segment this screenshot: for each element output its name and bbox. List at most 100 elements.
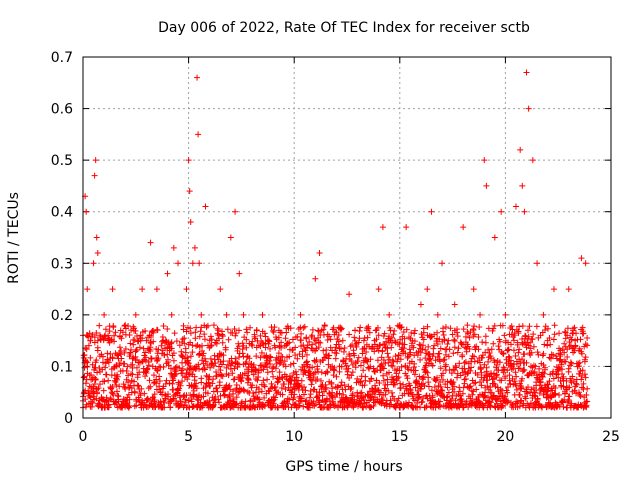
data-point [536, 390, 543, 397]
data-point [544, 337, 551, 344]
data-point [254, 377, 261, 384]
data-point [344, 368, 351, 375]
data-point [137, 332, 144, 339]
data-point [131, 325, 138, 332]
data-point [115, 396, 122, 403]
data-point [153, 366, 160, 373]
data-point [200, 393, 207, 400]
data-point [395, 352, 402, 359]
data-point [168, 339, 175, 346]
data-point [219, 332, 226, 339]
y-tick-label: 0 [64, 411, 73, 427]
data-point [327, 336, 334, 343]
data-point [342, 386, 349, 393]
data-point [460, 384, 467, 391]
data-point [149, 363, 156, 370]
data-point [517, 146, 524, 153]
data-point [303, 351, 310, 358]
data-point [515, 328, 522, 335]
data-point [125, 322, 132, 329]
data-point [273, 390, 280, 397]
data-point [440, 332, 447, 339]
data-point [573, 381, 580, 388]
data-point [570, 325, 577, 332]
data-point [92, 157, 99, 164]
data-point [454, 374, 461, 381]
data-point [490, 392, 497, 399]
data-point [201, 331, 208, 338]
data-point [351, 352, 358, 359]
data-point [519, 356, 526, 363]
data-point [303, 397, 310, 404]
data-point [375, 286, 382, 293]
data-point [202, 358, 209, 365]
data-point [461, 359, 468, 366]
data-point [279, 375, 286, 382]
data-point [105, 377, 112, 384]
data-point [434, 374, 441, 381]
data-point [385, 354, 392, 361]
data-point [187, 353, 194, 360]
data-point [584, 335, 591, 342]
data-point [419, 398, 426, 405]
data-point [253, 353, 260, 360]
data-point [467, 383, 474, 390]
data-point [526, 323, 533, 330]
data-point [402, 350, 409, 357]
data-point [386, 324, 393, 331]
data-point [397, 336, 404, 343]
data-point [488, 399, 495, 406]
data-point [455, 345, 462, 352]
data-point [516, 346, 523, 353]
data-point [355, 339, 362, 346]
data-point [321, 323, 328, 330]
data-point [417, 301, 424, 308]
data-point [310, 374, 317, 381]
data-point [406, 382, 413, 389]
data-point [261, 402, 268, 409]
data-point [244, 388, 251, 395]
data-point [315, 328, 322, 335]
data-point [542, 384, 549, 391]
data-point [501, 366, 508, 373]
data-point [550, 286, 557, 293]
data-point [397, 324, 404, 331]
y-tick-label: 0.5 [51, 153, 73, 169]
data-point [243, 358, 250, 365]
data-point [422, 404, 429, 411]
data-point [534, 260, 541, 267]
data-point [560, 403, 567, 410]
data-point [581, 343, 588, 350]
data-point [341, 345, 348, 352]
data-point [190, 392, 197, 399]
data-point [197, 328, 204, 335]
data-point [566, 384, 573, 391]
data-point [385, 359, 392, 366]
data-point [481, 157, 488, 164]
data-point [148, 334, 155, 340]
data-point [564, 398, 571, 405]
data-point [111, 338, 118, 345]
data-point [409, 393, 416, 400]
data-point [250, 371, 257, 378]
data-point [346, 331, 353, 338]
data-point [214, 388, 221, 395]
data-point [569, 373, 576, 380]
data-point [277, 357, 284, 364]
data-point [504, 347, 511, 354]
data-point [470, 286, 477, 293]
data-point [103, 371, 110, 378]
data-point [257, 332, 264, 339]
data-point [534, 349, 541, 356]
data-point [454, 333, 461, 340]
data-point [528, 349, 535, 356]
data-point [243, 336, 250, 343]
data-point [200, 350, 207, 357]
data-point [380, 365, 387, 372]
data-point [471, 353, 478, 360]
data-point [400, 345, 407, 352]
data-point [405, 399, 412, 406]
data-point [517, 398, 524, 405]
data-point [396, 367, 403, 374]
data-point [568, 360, 575, 367]
